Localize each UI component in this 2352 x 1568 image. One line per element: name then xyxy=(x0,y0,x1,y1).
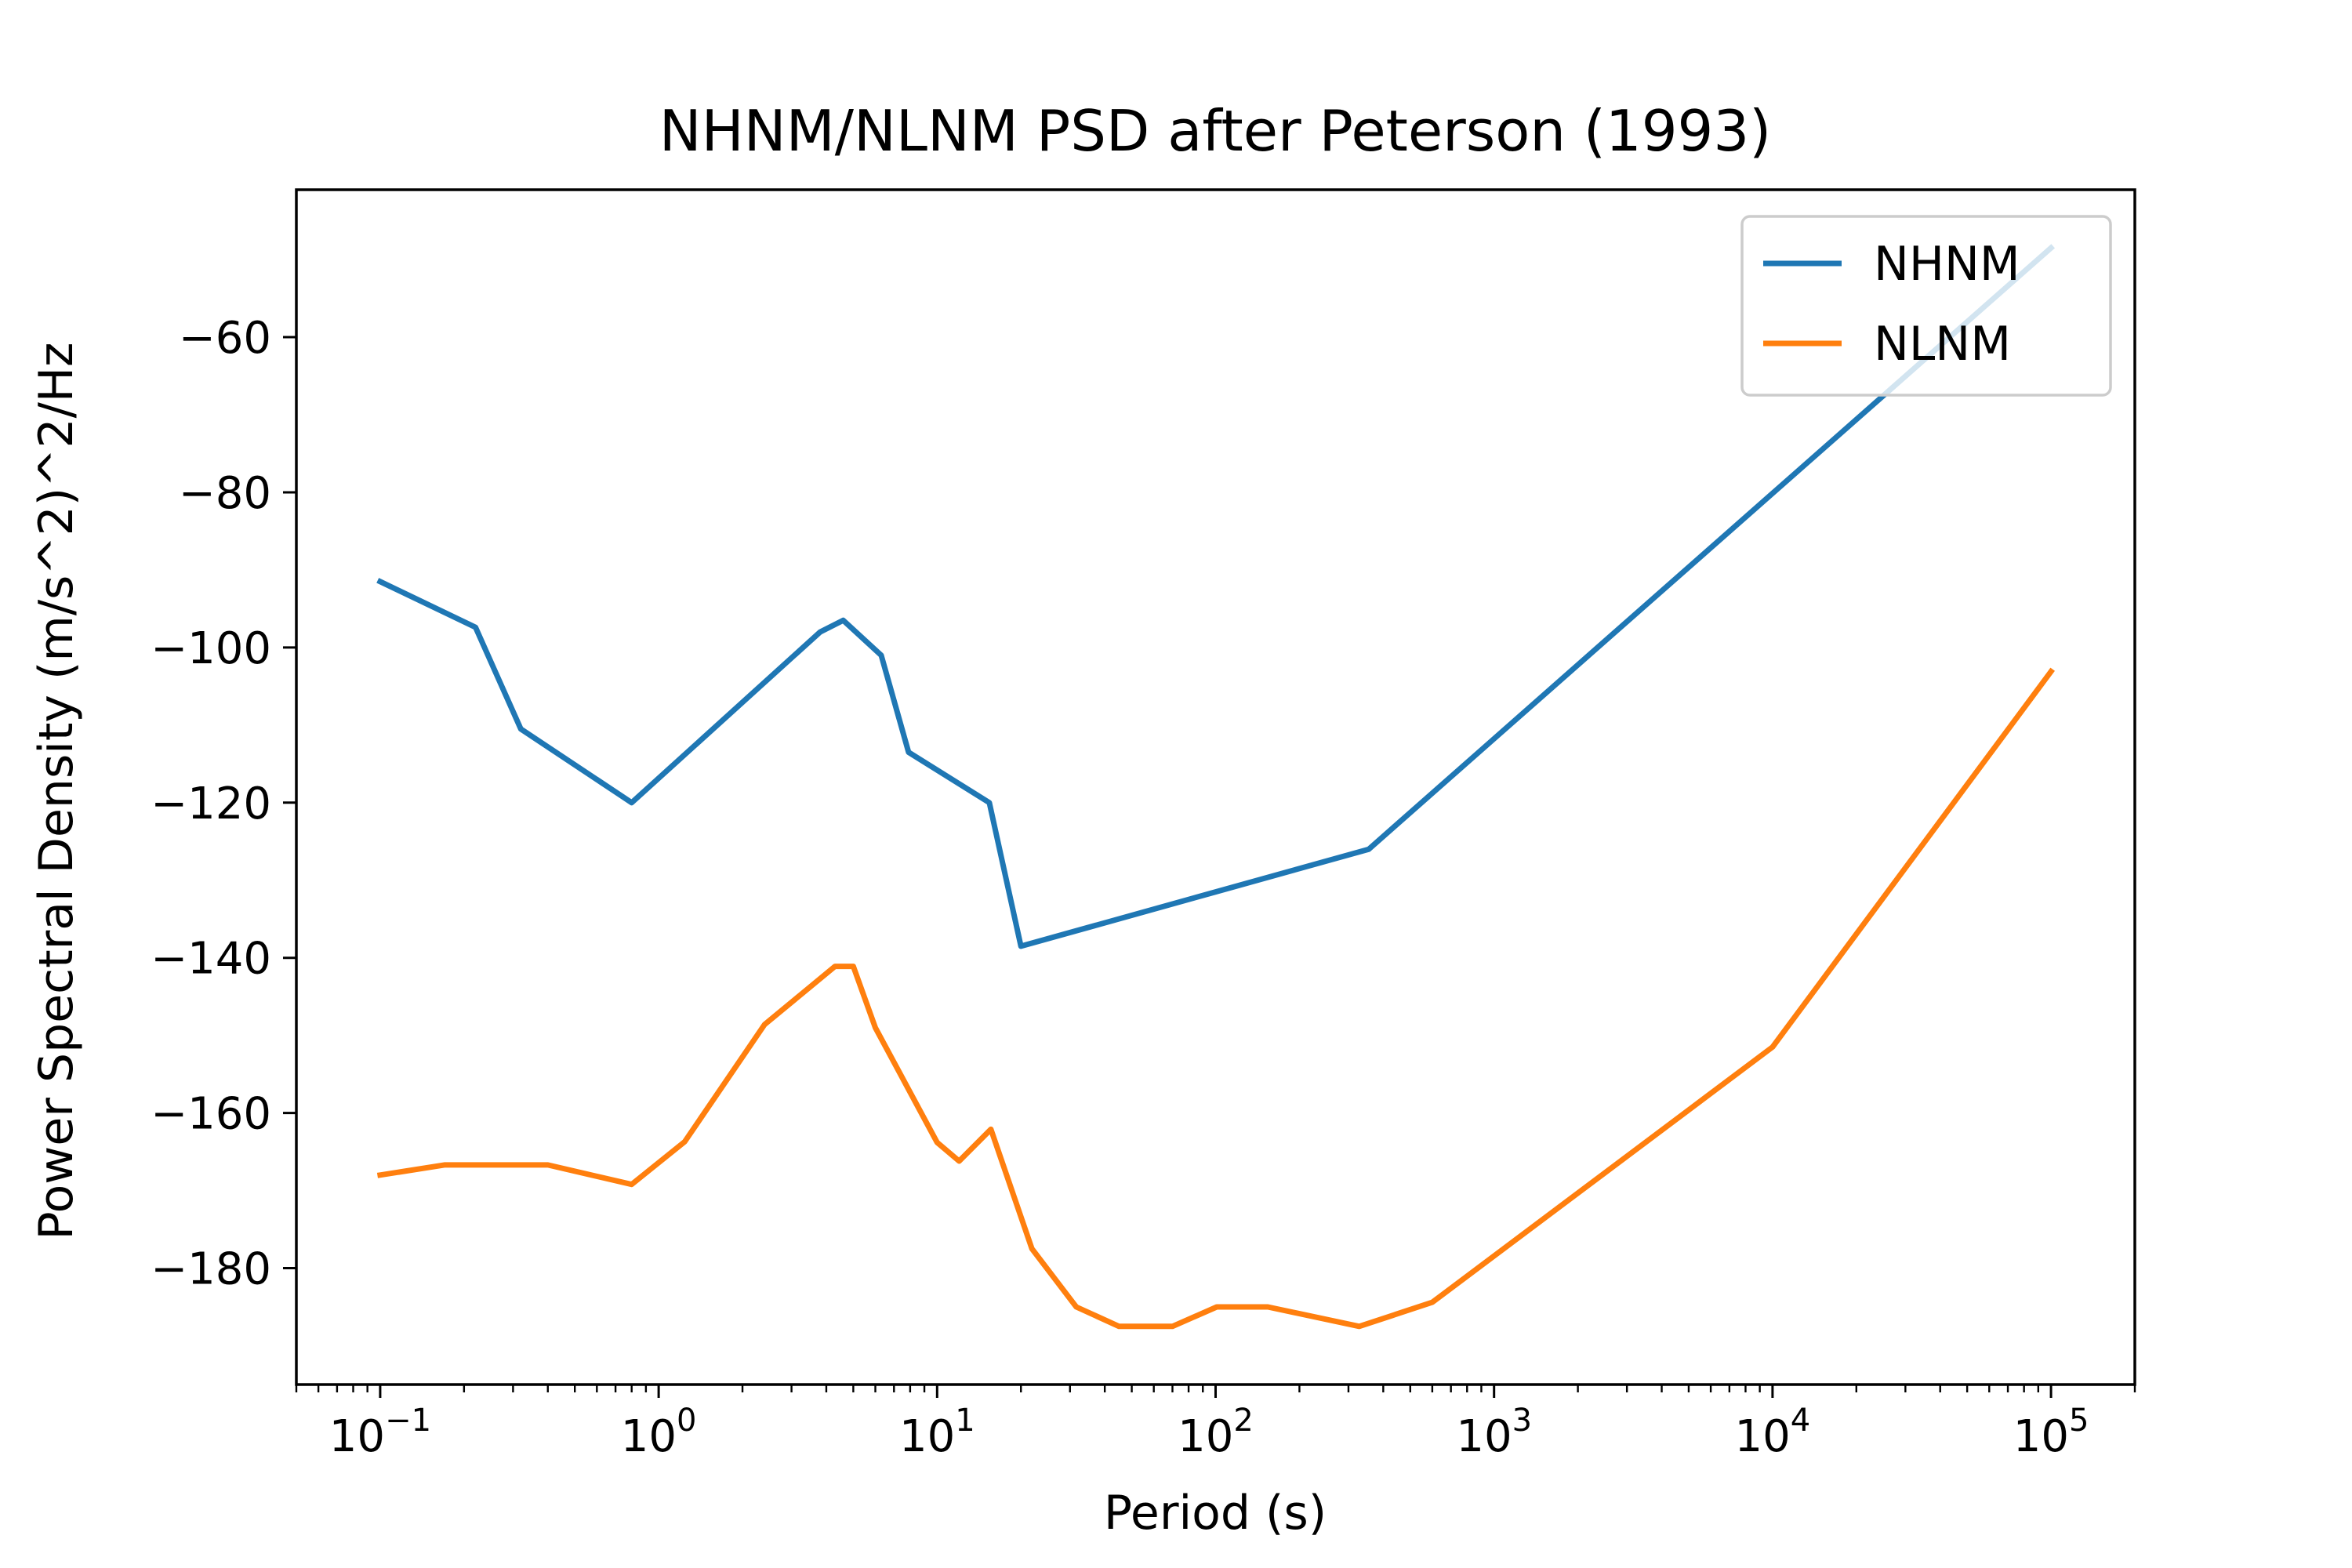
chart-title: NHNM/NLNM PSD after Peterson (1993) xyxy=(659,98,1772,164)
x-tick-label: 104 xyxy=(1735,1403,1811,1462)
y-tick-label: −160 xyxy=(151,1089,271,1140)
legend: NHNM NLNM xyxy=(1740,215,2112,397)
y-axis-label: Power Spectral Density (m/s^2)^2/Hz xyxy=(29,343,84,1240)
y-tick-label: −140 xyxy=(151,934,271,985)
x-tick-label: 105 xyxy=(2013,1403,2089,1462)
legend-label-nlnm: NLNM xyxy=(1874,317,2011,372)
series-line-nhnm xyxy=(376,244,2056,949)
x-axis: 10−1 100 101 102 103 104 105 xyxy=(295,1385,2136,1462)
x-tick-label: 103 xyxy=(1456,1403,1532,1462)
plot-frame xyxy=(295,188,2136,1386)
x-tick-label: 10−1 xyxy=(329,1403,431,1462)
y-tick-label: −180 xyxy=(151,1244,271,1295)
legend-label-nhnm: NHNM xyxy=(1874,237,2020,292)
plot-area xyxy=(376,244,2056,1330)
y-tick-label: −60 xyxy=(179,313,271,364)
y-tick-label: −100 xyxy=(151,623,271,674)
y-tick-label: −80 xyxy=(179,468,271,519)
x-tick-label: 101 xyxy=(899,1403,975,1462)
x-axis-label: Period (s) xyxy=(1104,1486,1327,1541)
y-tick-label: −120 xyxy=(151,779,271,829)
y-axis: −60 −80 −100 −120 −140 −160 −180 xyxy=(151,313,296,1295)
series-line-nlnm xyxy=(376,667,2055,1330)
x-tick-label: 102 xyxy=(1178,1403,1254,1462)
x-tick-label: 100 xyxy=(621,1403,697,1462)
